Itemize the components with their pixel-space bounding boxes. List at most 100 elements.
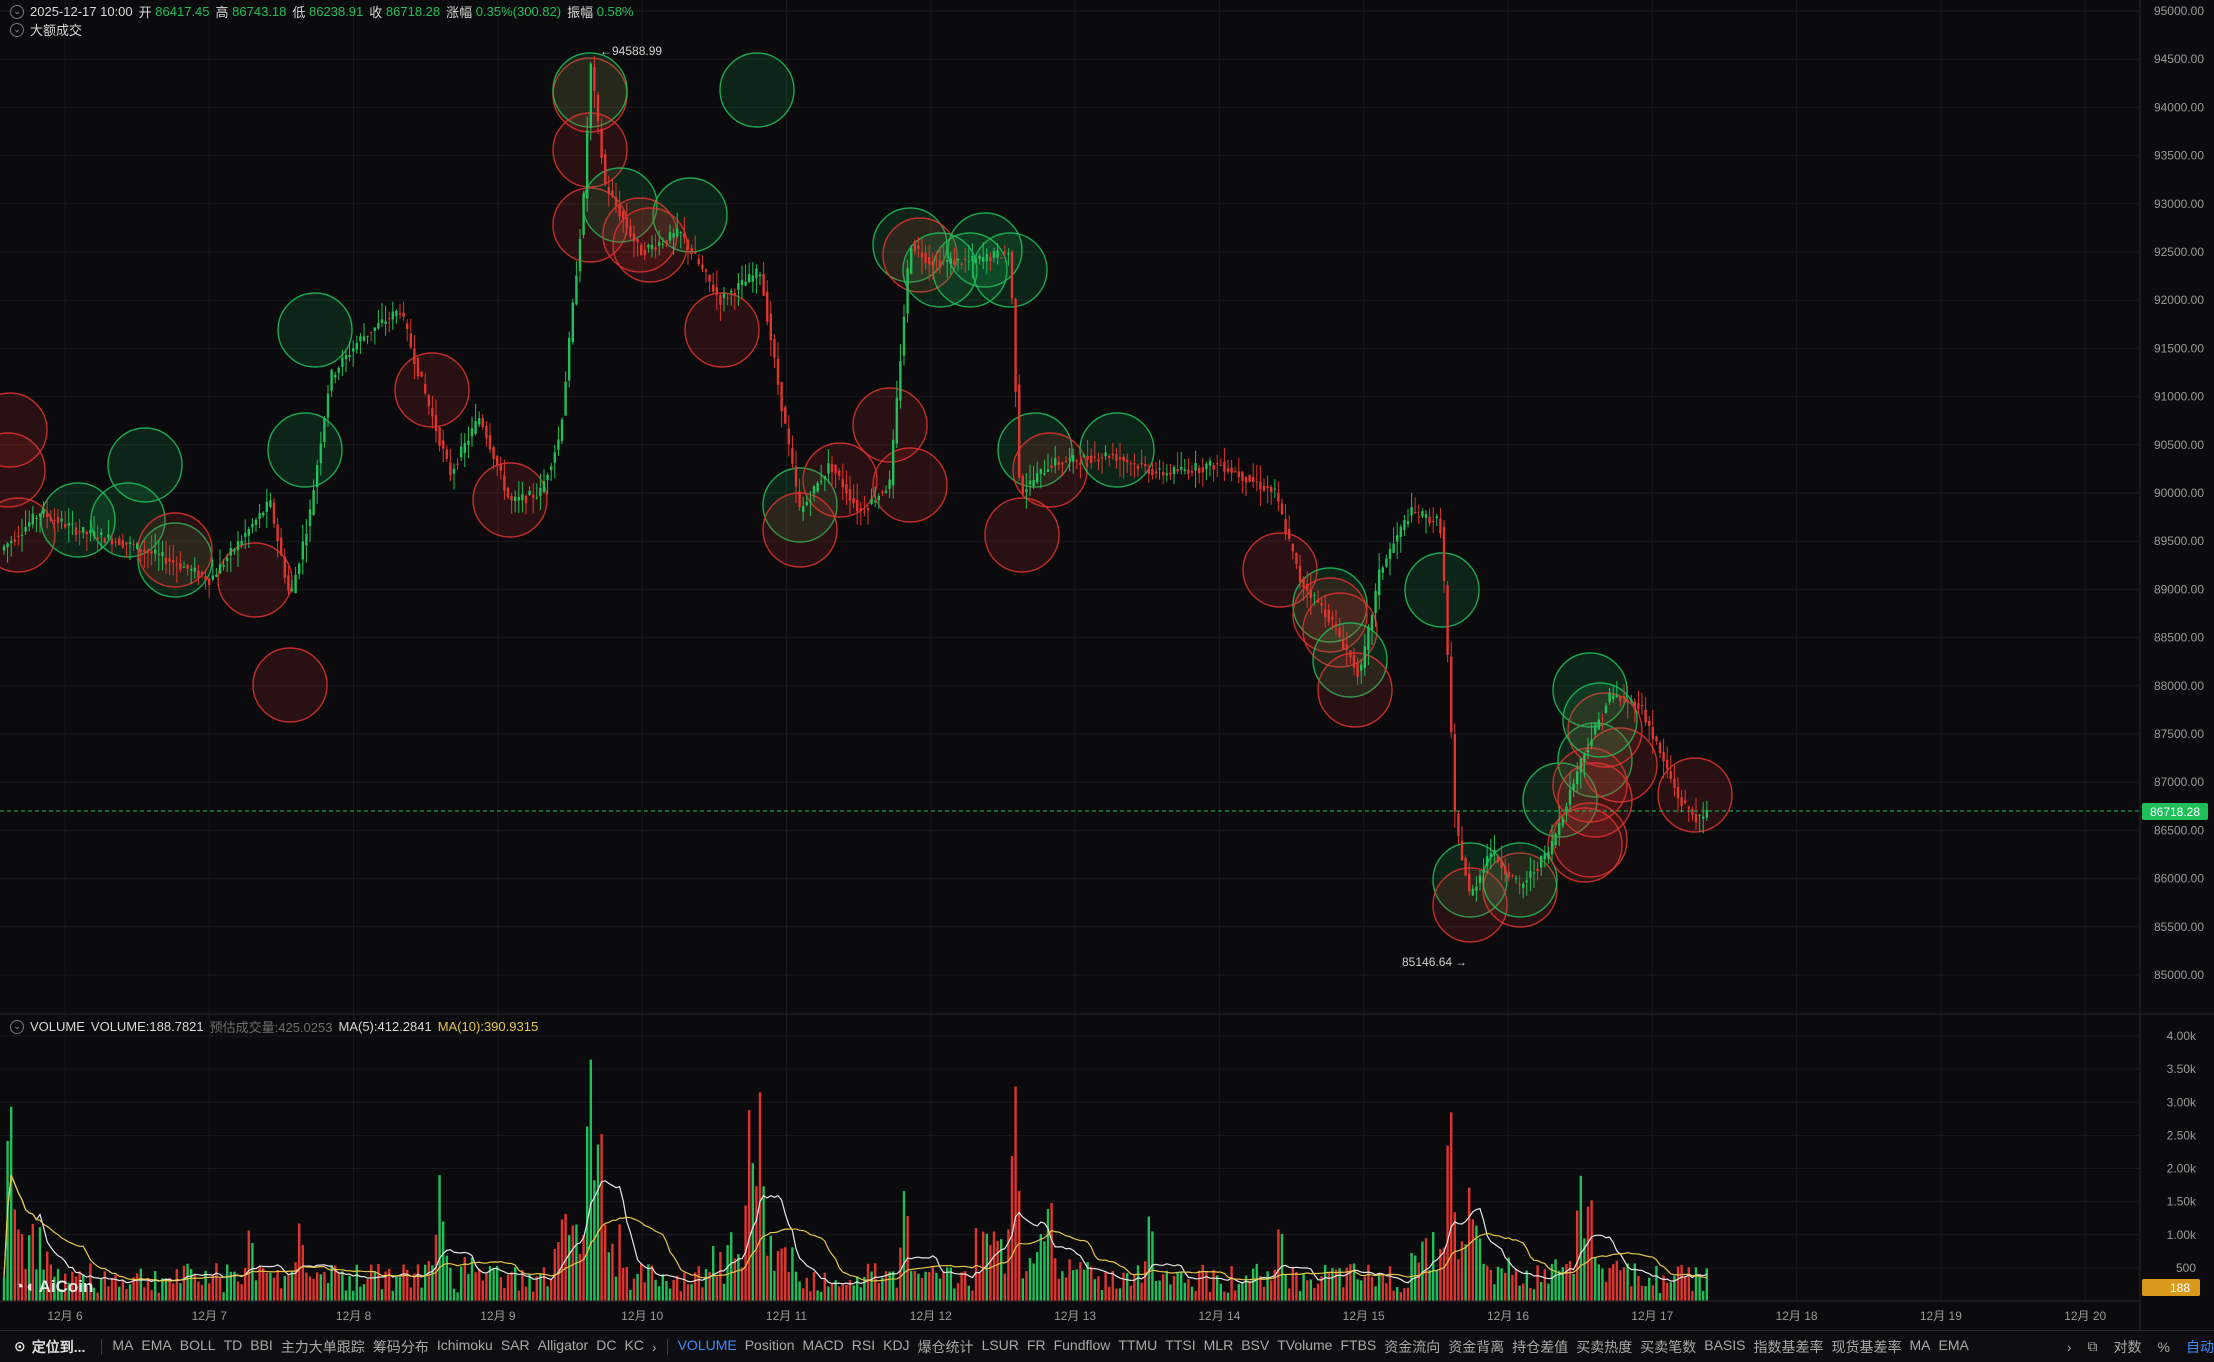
- sub-indicator-指数基差率[interactable]: 指数基差率: [1753, 1338, 1824, 1355]
- volume-bar: [121, 1280, 124, 1301]
- volume-bar: [1489, 1269, 1492, 1301]
- sub-indicator-买卖热度[interactable]: 买卖热度: [1576, 1338, 1633, 1355]
- candle-body: [629, 225, 632, 237]
- log-scale-toggle[interactable]: 对数: [2113, 1338, 2142, 1355]
- percent-scale-toggle[interactable]: %: [2157, 1338, 2170, 1355]
- sub-indicator-买卖笔数[interactable]: 买卖笔数: [1640, 1338, 1697, 1355]
- candle-body: [1496, 856, 1500, 863]
- sub-indicator-资金背离[interactable]: 资金背离: [1448, 1338, 1505, 1355]
- large-trade-circle: [984, 497, 1060, 573]
- indicator-ichimoku[interactable]: Ichimoku: [436, 1336, 493, 1353]
- volume-title[interactable]: VOLUME: [30, 1019, 85, 1034]
- auto-scale-toggle[interactable]: 自动: [2186, 1338, 2214, 1355]
- volume-axis[interactable]: 4.00k 3.50k 3.00k 2.50k 2.00k 1.50k 1.00k 500: [2167, 1029, 2197, 1275]
- indicator-主力大单跟踪[interactable]: 主力大单跟踪: [280, 1338, 365, 1355]
- sub-indicator-ema[interactable]: EMA: [1938, 1336, 1969, 1353]
- candle-body: [1288, 528, 1291, 539]
- locate-button[interactable]: ⊙ 定位到...: [0, 1337, 99, 1357]
- large-trade-circles: [0, 52, 1733, 943]
- indicator-boll[interactable]: BOLL: [179, 1336, 216, 1353]
- collapse-icon[interactable]: ⌄: [10, 1019, 24, 1034]
- sub-indicator-资金流向[interactable]: 资金流向: [1384, 1338, 1441, 1355]
- candle-body: [686, 240, 690, 250]
- candle-body: [960, 263, 963, 265]
- sub-indicator-持仓差值[interactable]: 持仓差值: [1512, 1338, 1569, 1355]
- candle-body: [755, 268, 758, 279]
- volume-bar: [686, 1284, 690, 1301]
- candle-body: [287, 575, 290, 592]
- candle-body: [654, 247, 657, 250]
- sub-indicator-bsv[interactable]: BSV: [1241, 1336, 1270, 1353]
- volume-bar: [391, 1291, 394, 1301]
- volume-bar: [1140, 1282, 1143, 1301]
- sub-indicator-list: VOLUME Position MACD RSI KDJ 爆仓统计 LSUR FR Fundfl…: [678, 1337, 1977, 1357]
- candle-body: [586, 130, 589, 199]
- volume-bar: [452, 1288, 456, 1301]
- volume-bar: [1486, 1265, 1489, 1301]
- candle-body: [604, 154, 607, 185]
- volume-bar: [596, 1144, 600, 1301]
- indicator-筹码分布[interactable]: 筹码分布: [372, 1338, 429, 1355]
- indicator-bbi[interactable]: BBI: [250, 1336, 273, 1353]
- indicator-ma[interactable]: MA: [112, 1336, 134, 1353]
- sub-indicator-position[interactable]: Position: [744, 1336, 795, 1353]
- sub-indicator-现货基差率[interactable]: 现货基差率: [1831, 1338, 1902, 1355]
- candle-body: [456, 463, 459, 465]
- volume-bar: [535, 1276, 538, 1301]
- large-trade-circle: [997, 412, 1073, 488]
- candle-body: [82, 527, 85, 533]
- indicator-sar[interactable]: SAR: [500, 1336, 530, 1353]
- indicator-ema[interactable]: EMA: [141, 1336, 172, 1353]
- sub-indicator-basis[interactable]: BASIS: [1704, 1336, 1746, 1353]
- large-trade-circle: [1552, 652, 1628, 728]
- volume-bar: [1525, 1270, 1528, 1301]
- candle-body: [1655, 736, 1658, 742]
- indicator-td[interactable]: TD: [223, 1336, 243, 1353]
- sub-indicator-volume[interactable]: VOLUME: [677, 1336, 737, 1353]
- volume-bar: [370, 1264, 373, 1301]
- sub-indicator-lsur[interactable]: LSUR: [981, 1336, 1019, 1353]
- candle-body: [1604, 705, 1608, 714]
- edit-icon[interactable]: ⧉: [2087, 1338, 2098, 1354]
- volume-bar: [251, 1243, 254, 1301]
- sub-indicator-mlr[interactable]: MLR: [1203, 1336, 1234, 1353]
- candle-body: [481, 418, 484, 427]
- sub-indicator-fr[interactable]: FR: [1026, 1336, 1046, 1353]
- sub-indicator-kdj[interactable]: KDJ: [883, 1336, 910, 1353]
- candle-body: [1385, 558, 1388, 567]
- sub-indicator-ma[interactable]: MA: [1909, 1336, 1931, 1353]
- volume-bar: [1061, 1271, 1064, 1301]
- candle-body: [402, 312, 405, 317]
- indicator-kc[interactable]: KC: [624, 1336, 644, 1353]
- volume-bar: [294, 1262, 297, 1301]
- candle-body: [211, 575, 214, 580]
- scroll-right-icon[interactable]: ›: [2066, 1338, 2072, 1355]
- candle-body: [1302, 578, 1305, 588]
- sub-indicator-ttsi[interactable]: TTSI: [1165, 1336, 1196, 1353]
- sub-indicator-fundflow[interactable]: Fundflow: [1053, 1336, 1111, 1353]
- volume-bar: [701, 1287, 704, 1301]
- volume-bar: [28, 1235, 31, 1301]
- candle-body: [870, 498, 873, 505]
- volume-bar: [1633, 1263, 1636, 1301]
- indicator-alligator[interactable]: Alligator: [537, 1336, 589, 1353]
- sub-indicator-macd[interactable]: MACD: [802, 1336, 844, 1353]
- sub-indicator-rsi[interactable]: RSI: [851, 1336, 876, 1353]
- indicator-dc[interactable]: DC: [596, 1336, 617, 1353]
- candle-body: [1262, 485, 1266, 491]
- price-axis[interactable]: 95000.00 94500.00 94000.00 93500.00 93000.00…: [2154, 4, 2204, 982]
- candle-body: [956, 258, 960, 261]
- sub-indicator-爆仓统计[interactable]: 爆仓统计: [917, 1338, 974, 1355]
- large-trade-circle: [684, 292, 760, 368]
- sub-indicator-tvolume[interactable]: TVolume: [1277, 1336, 1333, 1353]
- collapse-icon[interactable]: ⌄: [10, 4, 24, 19]
- time-axis[interactable]: 12月 6 12月 7 12月 8 12月 9 12月 10 12月 11 12月 12 12…: [47, 1309, 2106, 1323]
- sub-indicator-ftbs[interactable]: FTBS: [1340, 1336, 1377, 1353]
- overlay-label[interactable]: 大额成交: [30, 23, 83, 38]
- scroll-right-icon[interactable]: ›: [651, 1338, 657, 1355]
- candle-body: [276, 524, 279, 541]
- svg-text:←: ←: [600, 44, 612, 58]
- collapse-icon[interactable]: ⌄: [10, 22, 24, 37]
- sub-indicator-ttmu[interactable]: TTMU: [1118, 1336, 1158, 1353]
